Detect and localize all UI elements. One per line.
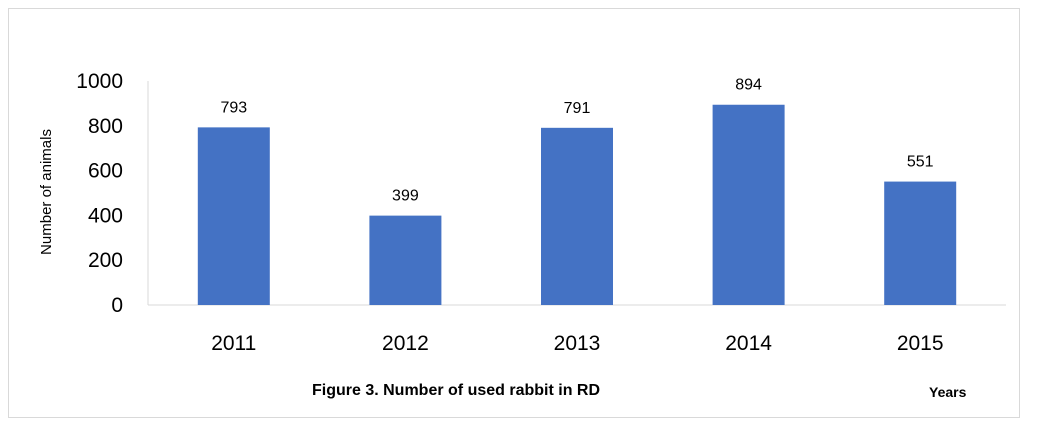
data-label-2014: 894 bbox=[735, 77, 762, 94]
bar-2015 bbox=[884, 181, 957, 305]
y-tick-label: 0 bbox=[111, 294, 123, 317]
y-tick-label: 1000 bbox=[76, 70, 123, 93]
bars bbox=[197, 104, 957, 305]
x-tick-label-2013: 2013 bbox=[554, 332, 601, 355]
y-tick-label: 600 bbox=[88, 160, 123, 183]
bar-2014 bbox=[712, 104, 785, 305]
x-tick-label-2012: 2012 bbox=[382, 332, 429, 355]
x-tick-label-2011: 2011 bbox=[211, 332, 256, 355]
data-label-2015: 551 bbox=[907, 154, 934, 171]
data-label-2011: 793 bbox=[220, 99, 247, 116]
data-labels: 793 399 791 894 551 bbox=[220, 77, 933, 205]
y-tick-labels: 0 200 400 600 800 1000 bbox=[76, 70, 123, 317]
bar-2013 bbox=[541, 127, 613, 305]
data-label-2012: 399 bbox=[392, 188, 419, 205]
y-tick-label: 400 bbox=[88, 204, 123, 227]
x-axis-label: Years bbox=[929, 384, 967, 400]
bar-2012 bbox=[369, 215, 442, 305]
x-tick-label-2014: 2014 bbox=[725, 332, 772, 355]
x-tick-label-2015: 2015 bbox=[897, 332, 944, 355]
chart-frame bbox=[8, 8, 1020, 418]
bar-2011 bbox=[197, 127, 270, 305]
x-tick-labels: 2011 2012 2013 2014 2015 bbox=[211, 332, 943, 355]
y-tick-label: 800 bbox=[88, 115, 123, 138]
y-axis-label: Number of animals bbox=[38, 129, 55, 255]
data-label-2013: 791 bbox=[564, 100, 591, 117]
chart-title: Figure 3. Number of used rabbit in RD bbox=[312, 382, 601, 399]
y-tick-label: 200 bbox=[88, 249, 123, 272]
